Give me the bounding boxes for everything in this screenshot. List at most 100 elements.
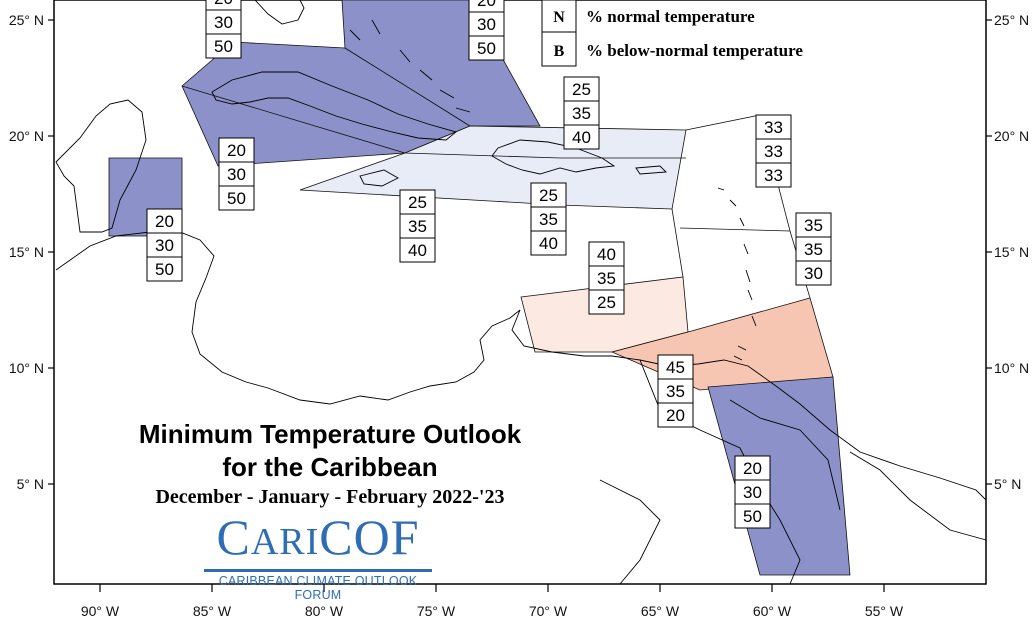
lat-label-right-5: 5° N [994,476,1021,492]
zone-divider-cuba [181,85,686,159]
lon-label-75: 75° W [417,603,456,619]
probability-cell [755,162,792,188]
probability-above-value: 45 [666,358,685,377]
probability-cell [563,76,600,102]
legend-text-normal: % normal temperature [586,7,755,26]
probability-cell [657,354,694,380]
legend: N % normal temperature B % below-normal … [541,0,803,67]
probability-cell [146,208,183,234]
zone-divider-leeward [679,227,791,232]
lat-axis-left: 25° N 20° N 15° N 10° N 5° N [9,12,54,492]
probability-cell [468,35,505,61]
probability-normal-value: 35 [666,382,685,401]
coast-yucatan-central-america [55,99,521,405]
lat-label-25: 25° N [9,12,44,28]
lon-label-80: 80° W [305,603,344,619]
probability-cell [657,378,694,404]
lat-label-right-20: 20° N [994,128,1029,144]
lat-label-15: 15° N [9,244,44,260]
coast-south-america [511,309,987,501]
lon-label-65: 65° W [641,603,680,619]
probability-stack-bahamas-west: 20 30 50 [205,0,242,59]
probability-cell [588,241,625,267]
coast-bahamas [349,19,471,113]
probability-stack-windward-islands: 35 35 30 [795,212,832,286]
probability-cell [734,503,771,529]
probability-normal-value: 35 [804,240,823,259]
probability-below-value: 40 [539,234,558,253]
probability-above-value: 20 [155,212,174,231]
probability-above-value: 33 [764,118,783,137]
coast-florida [254,0,305,25]
map-frame [53,0,987,585]
svg-text:N: N [553,9,565,26]
probability-below-value: 40 [408,241,427,260]
probability-cell [795,236,832,262]
season-label: December - January - February 2022-'23 [155,486,505,508]
probability-stack-bahamas-east: 20 30 50 [468,0,505,61]
svg-text:B: B [554,43,565,60]
lat-label-20: 20° N [9,128,44,144]
probability-stack-leeward-islands: 33 33 33 [755,114,792,188]
probability-cell [563,124,600,150]
lat-label-right-25: 25° N [994,12,1029,28]
probability-cell [795,260,832,286]
legend-key-below: B [541,31,577,67]
probability-cell [734,479,771,505]
caricof-logo: CARICOF CARIBBEAN CLIMATE OUTLOOK FORUM [200,512,436,602]
probability-cell [399,237,436,263]
probability-normal-value: 30 [214,13,233,32]
coast-lesser-antilles [717,187,757,361]
zone-guianas [707,376,851,576]
lon-label-70: 70° W [529,603,568,619]
probability-cell [588,289,625,315]
probability-cell [205,9,242,35]
legend-key-normal: N [541,0,577,33]
lon-label-85: 85° W [193,603,232,619]
probability-cell [657,402,694,428]
map-title-line1: Minimum Temperature Outlook [138,419,522,449]
zone-bahamas-east [341,0,541,127]
logo-wordmark: CARICOF [216,509,420,565]
probability-normal-value: 35 [539,210,558,229]
probability-cell [218,161,255,187]
probability-cell [218,185,255,211]
probability-cell [399,213,436,239]
lon-axis: 90° W 85° W 80° W 75° W 70° W 65° W 60° … [81,584,904,619]
legend-text-below: % below-normal temperature [586,41,803,60]
probability-above-value: 35 [804,216,823,235]
probability-cell [755,138,792,164]
probability-stack-cuba-cayman: 20 30 50 [218,137,255,211]
probability-cell [205,33,242,59]
probability-stack-abc-islands: 40 35 25 [588,241,625,315]
probability-below-value: 50 [155,260,174,279]
probability-stack-belize: 20 30 50 [146,208,183,282]
map-title-block: Minimum Temperature Outlook for the Cari… [60,418,600,509]
probability-below-value: 50 [743,507,762,526]
probability-stack-jamaica: 25 35 40 [399,189,436,263]
probability-below-value: 20 [666,406,685,425]
probability-cell [530,230,567,256]
probability-above-value: 20 [743,459,762,478]
probability-stack-guianas: 20 30 50 [734,455,771,529]
probability-normal-value: 30 [155,236,174,255]
probability-above-value: 20 [214,0,233,8]
probability-below-value: 50 [214,37,233,56]
probability-stack-hispaniola: 25 35 40 [530,182,567,256]
probability-cell [563,100,600,126]
probability-cell [588,265,625,291]
probability-boxes: 20 30 50 20 30 50 25 35 40 20 30 50 25 35 40 25 35 40 20 30… [146,0,832,529]
coast-jamaica [359,169,399,187]
probability-below-value: 50 [477,39,496,58]
probability-normal-value: 30 [477,15,496,34]
probability-cell [530,206,567,232]
zone-divider-central [671,208,684,278]
probability-below-value: 33 [764,166,783,185]
probability-above-value: 20 [477,0,496,10]
probability-stack-trinidad-tobago: 45 35 20 [657,354,694,428]
probability-below-value: 25 [597,293,616,312]
probability-below-value: 40 [572,128,591,147]
probability-below-value: 30 [804,264,823,283]
lat-label-5: 5° N [17,476,44,492]
probability-cell [146,232,183,258]
